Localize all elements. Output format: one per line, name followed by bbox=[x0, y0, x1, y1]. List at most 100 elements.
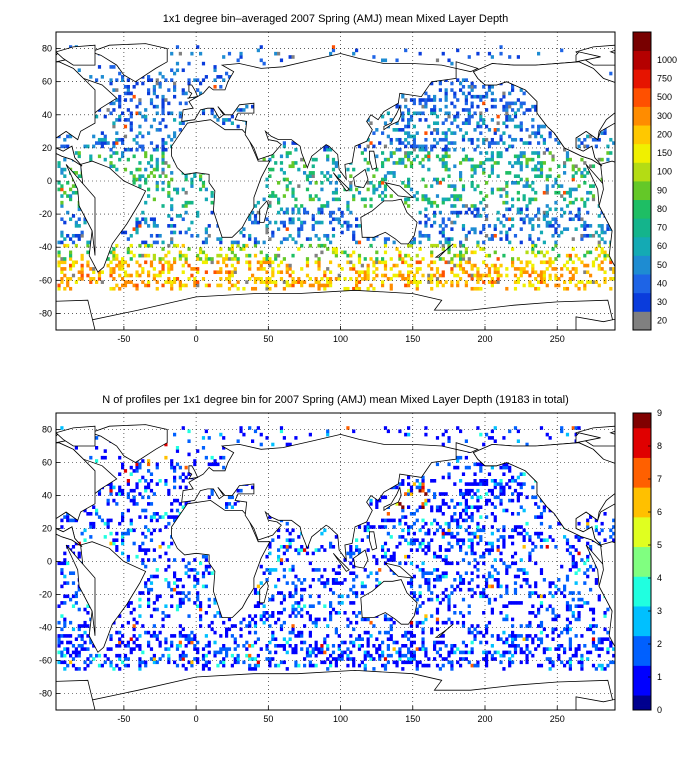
data-cell bbox=[430, 224, 434, 228]
data-cell bbox=[103, 157, 107, 162]
data-cell bbox=[196, 270, 200, 275]
data-cell bbox=[355, 187, 359, 192]
data-cell bbox=[305, 653, 310, 658]
data-cell bbox=[308, 194, 312, 198]
data-cell bbox=[196, 594, 200, 599]
data-cell bbox=[435, 505, 440, 509]
data-cell bbox=[213, 459, 217, 463]
data-cell bbox=[129, 465, 133, 470]
data-cell bbox=[170, 207, 174, 212]
data-cell bbox=[537, 624, 541, 628]
data-cell bbox=[71, 663, 76, 668]
data-cell bbox=[121, 257, 125, 261]
data-cell bbox=[357, 190, 362, 195]
data-cell bbox=[222, 663, 226, 668]
data-cell bbox=[571, 200, 575, 205]
data-cell bbox=[300, 548, 304, 552]
data-cell bbox=[453, 243, 457, 248]
data-cell bbox=[282, 607, 286, 612]
data-cell bbox=[282, 177, 286, 182]
data-cell bbox=[337, 571, 341, 575]
data-cell bbox=[181, 121, 185, 126]
data-cell bbox=[187, 429, 191, 434]
data-cell bbox=[294, 607, 298, 612]
data-cell bbox=[415, 548, 419, 552]
data-cell bbox=[386, 647, 390, 651]
data-cell bbox=[352, 167, 356, 172]
data-cell bbox=[71, 263, 76, 268]
data-cell bbox=[331, 578, 336, 582]
data-cell bbox=[600, 267, 604, 271]
data-cell bbox=[334, 187, 338, 192]
data-cell bbox=[375, 273, 379, 278]
data-cell bbox=[144, 525, 148, 529]
data-cell bbox=[461, 204, 466, 208]
data-cell bbox=[164, 280, 168, 284]
data-cell bbox=[467, 561, 471, 566]
data-cell bbox=[158, 270, 162, 275]
data-cell bbox=[173, 84, 177, 89]
data-cell bbox=[326, 657, 330, 661]
data-cell bbox=[548, 174, 552, 178]
data-cell bbox=[158, 81, 162, 86]
data-cell bbox=[69, 286, 73, 291]
data-cell bbox=[190, 267, 194, 271]
data-cell bbox=[574, 548, 578, 552]
data-cell bbox=[490, 512, 494, 516]
data-cell bbox=[519, 207, 523, 212]
data-cell bbox=[66, 512, 70, 516]
data-cell bbox=[444, 137, 448, 142]
data-cell bbox=[421, 488, 425, 493]
data-cell bbox=[251, 210, 255, 215]
data-cell bbox=[274, 620, 278, 625]
data-cell bbox=[219, 455, 223, 460]
data-cell bbox=[141, 591, 145, 595]
data-cell bbox=[467, 525, 471, 529]
data-cell bbox=[594, 137, 598, 142]
data-cell bbox=[317, 263, 321, 268]
data-cell bbox=[109, 518, 113, 523]
data-cell bbox=[349, 554, 353, 559]
data-cell bbox=[366, 525, 370, 529]
data-cell bbox=[144, 660, 148, 665]
data-cell bbox=[173, 88, 177, 92]
data-cell bbox=[291, 564, 295, 569]
data-cell bbox=[337, 657, 341, 661]
data-cell bbox=[519, 273, 523, 278]
data-cell bbox=[490, 653, 494, 658]
data-cell bbox=[271, 194, 275, 198]
data-cell bbox=[542, 647, 546, 651]
data-cell bbox=[539, 531, 544, 536]
data-cell bbox=[496, 174, 500, 178]
data-cell bbox=[409, 591, 414, 595]
data-cell bbox=[381, 548, 385, 552]
data-cell bbox=[170, 68, 174, 73]
data-cell bbox=[531, 217, 535, 222]
data-cell bbox=[505, 184, 509, 188]
data-cell bbox=[170, 224, 174, 228]
data-cell bbox=[389, 118, 393, 122]
data-cell bbox=[464, 131, 468, 135]
data-cell bbox=[525, 164, 529, 169]
data-cell bbox=[225, 71, 229, 76]
data-cell bbox=[424, 531, 428, 536]
data-cell bbox=[297, 630, 301, 635]
data-cell bbox=[479, 495, 483, 500]
data-cell bbox=[256, 277, 260, 281]
data-cell bbox=[531, 604, 535, 608]
data-cell bbox=[86, 634, 90, 638]
data-cell bbox=[571, 558, 575, 562]
data-cell bbox=[86, 611, 90, 615]
data-cell bbox=[109, 161, 113, 165]
data-cell bbox=[106, 257, 110, 261]
data-cell bbox=[300, 157, 304, 162]
data-cell bbox=[407, 432, 411, 437]
data-cell bbox=[470, 488, 474, 493]
data-cell bbox=[80, 637, 84, 641]
data-cell bbox=[450, 584, 454, 589]
data-cell bbox=[490, 154, 494, 159]
data-cell bbox=[135, 270, 139, 275]
data-cell bbox=[589, 250, 593, 255]
data-cell bbox=[121, 260, 125, 265]
data-cell bbox=[453, 204, 457, 208]
